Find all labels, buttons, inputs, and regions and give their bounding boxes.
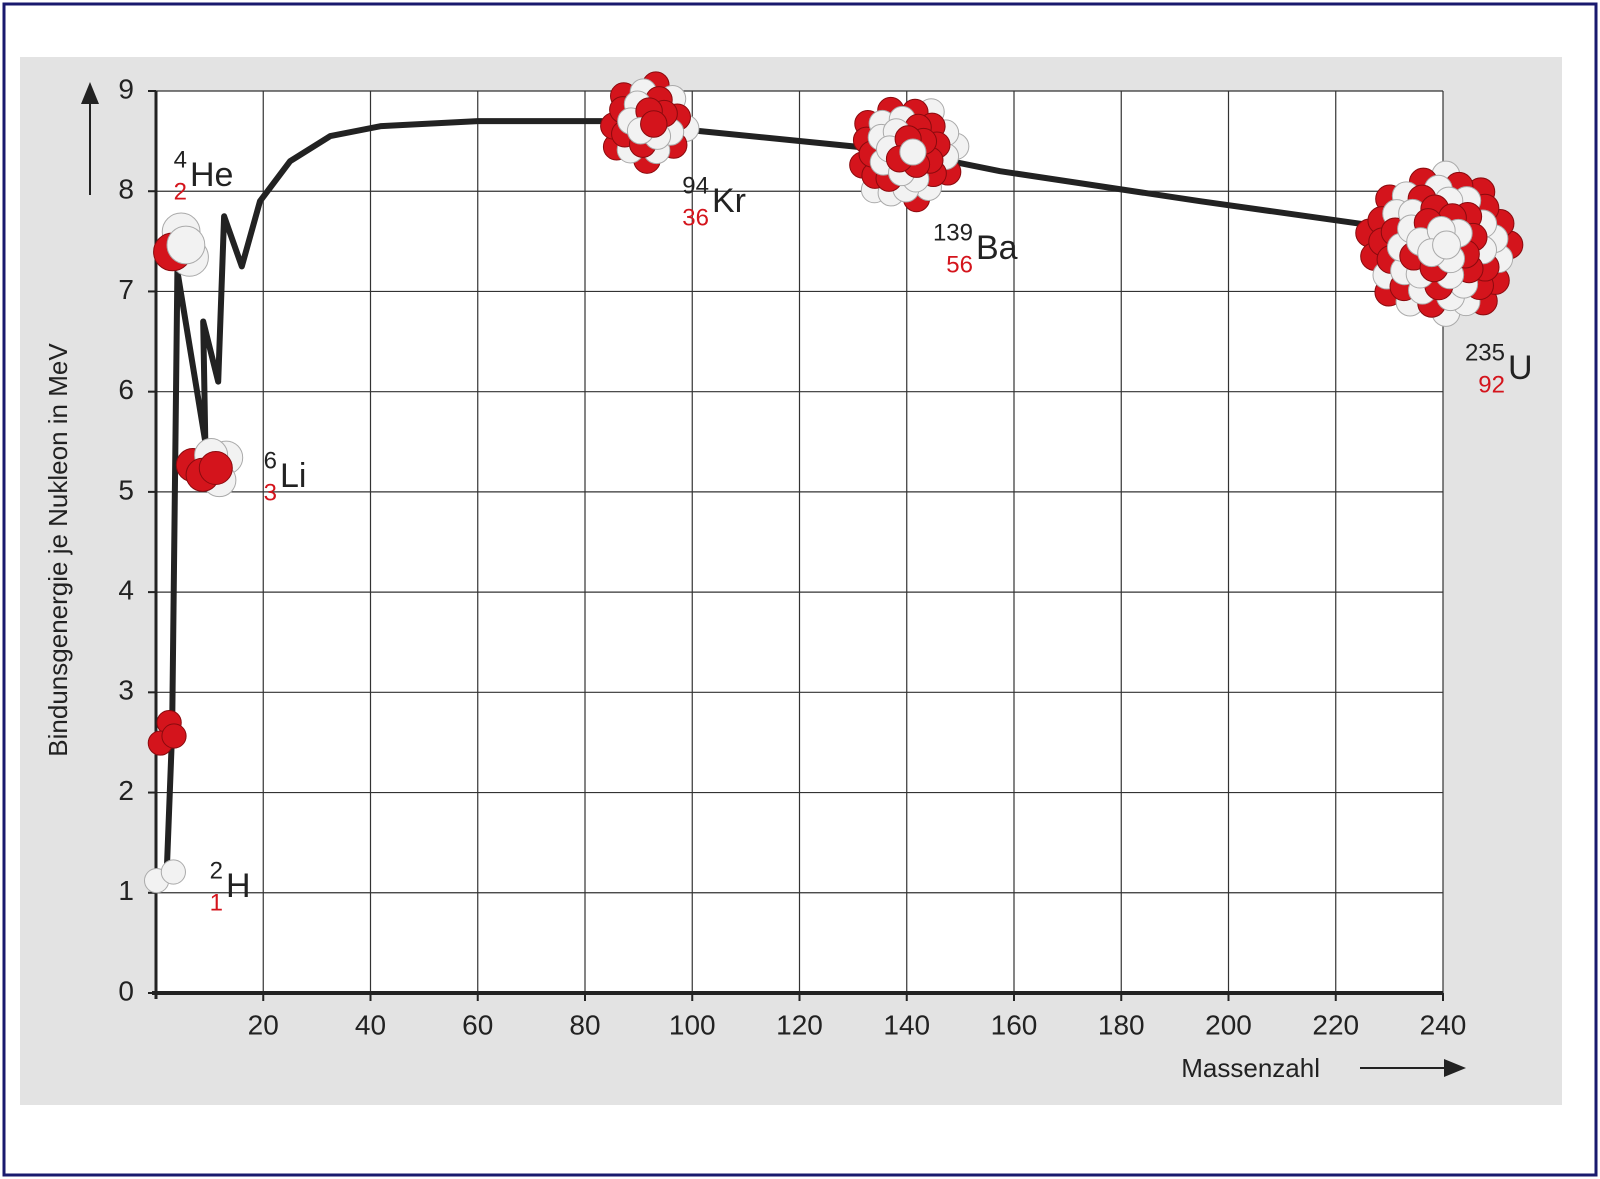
x-tick-label: 40 bbox=[355, 1009, 386, 1040]
mass-number: 139 bbox=[933, 219, 973, 246]
y-axis-label: Bindunsgenergie je Nukleon in MeV bbox=[43, 343, 73, 757]
nucleon bbox=[900, 139, 926, 165]
nucleon bbox=[641, 111, 667, 137]
x-tick-label: 60 bbox=[462, 1009, 493, 1040]
element-symbol: Kr bbox=[712, 182, 746, 220]
chart: Bindunsgenergie je Nukleon in MeV Massen… bbox=[0, 0, 1600, 1179]
mass-number: 6 bbox=[264, 447, 277, 474]
x-tick-label: 220 bbox=[1312, 1009, 1359, 1040]
mass-number: 2 bbox=[210, 857, 223, 884]
y-tick-label: 7 bbox=[118, 274, 134, 305]
atomic-number: 3 bbox=[264, 479, 277, 506]
x-tick-label: 160 bbox=[991, 1009, 1038, 1040]
element-symbol: U bbox=[1508, 349, 1533, 387]
y-tick-label: 5 bbox=[118, 474, 134, 505]
element-symbol: H bbox=[226, 867, 251, 905]
mass-number: 235 bbox=[1465, 339, 1505, 366]
element-symbol: Li bbox=[280, 457, 306, 495]
mass-number: 4 bbox=[174, 146, 187, 173]
atomic-number: 36 bbox=[682, 204, 709, 231]
y-tick-label: 8 bbox=[118, 174, 134, 205]
atomic-number: 1 bbox=[210, 889, 223, 916]
atomic-number: 92 bbox=[1478, 371, 1505, 398]
mass-number: 94 bbox=[682, 172, 709, 199]
y-tick-label: 9 bbox=[118, 73, 134, 104]
x-tick-label: 240 bbox=[1420, 1009, 1467, 1040]
element-symbol: He bbox=[190, 156, 233, 194]
y-tick-label: 6 bbox=[118, 374, 134, 405]
atomic-number: 2 bbox=[174, 178, 187, 205]
x-tick-label: 120 bbox=[776, 1009, 823, 1040]
y-tick-label: 2 bbox=[118, 775, 134, 806]
x-tick-label: 20 bbox=[248, 1009, 279, 1040]
nucleon bbox=[167, 226, 205, 264]
x-tick-label: 180 bbox=[1098, 1009, 1145, 1040]
y-tick-label: 4 bbox=[118, 575, 134, 606]
y-tick-label: 1 bbox=[118, 875, 134, 906]
nucleon bbox=[199, 451, 232, 484]
x-tick-label: 100 bbox=[669, 1009, 716, 1040]
x-tick-label: 140 bbox=[883, 1009, 930, 1040]
y-tick-label: 3 bbox=[118, 675, 134, 706]
x-axis-label: Massenzahl bbox=[1181, 1053, 1320, 1083]
x-tick-label: 80 bbox=[569, 1009, 600, 1040]
element-symbol: Ba bbox=[976, 229, 1018, 267]
y-tick-label: 0 bbox=[118, 975, 134, 1006]
nucleon bbox=[162, 724, 186, 748]
nucleon bbox=[1433, 231, 1461, 259]
atomic-number: 56 bbox=[946, 251, 973, 278]
x-tick-label: 200 bbox=[1205, 1009, 1252, 1040]
nucleon bbox=[161, 860, 185, 884]
